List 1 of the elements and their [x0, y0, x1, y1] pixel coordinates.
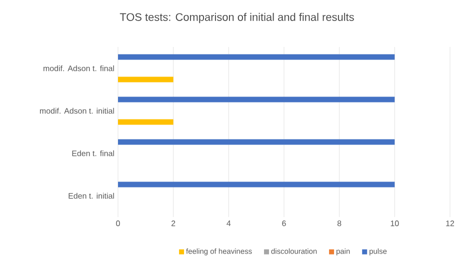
chart-title: TOS tests: Comparison of initial and final results: [120, 12, 354, 24]
